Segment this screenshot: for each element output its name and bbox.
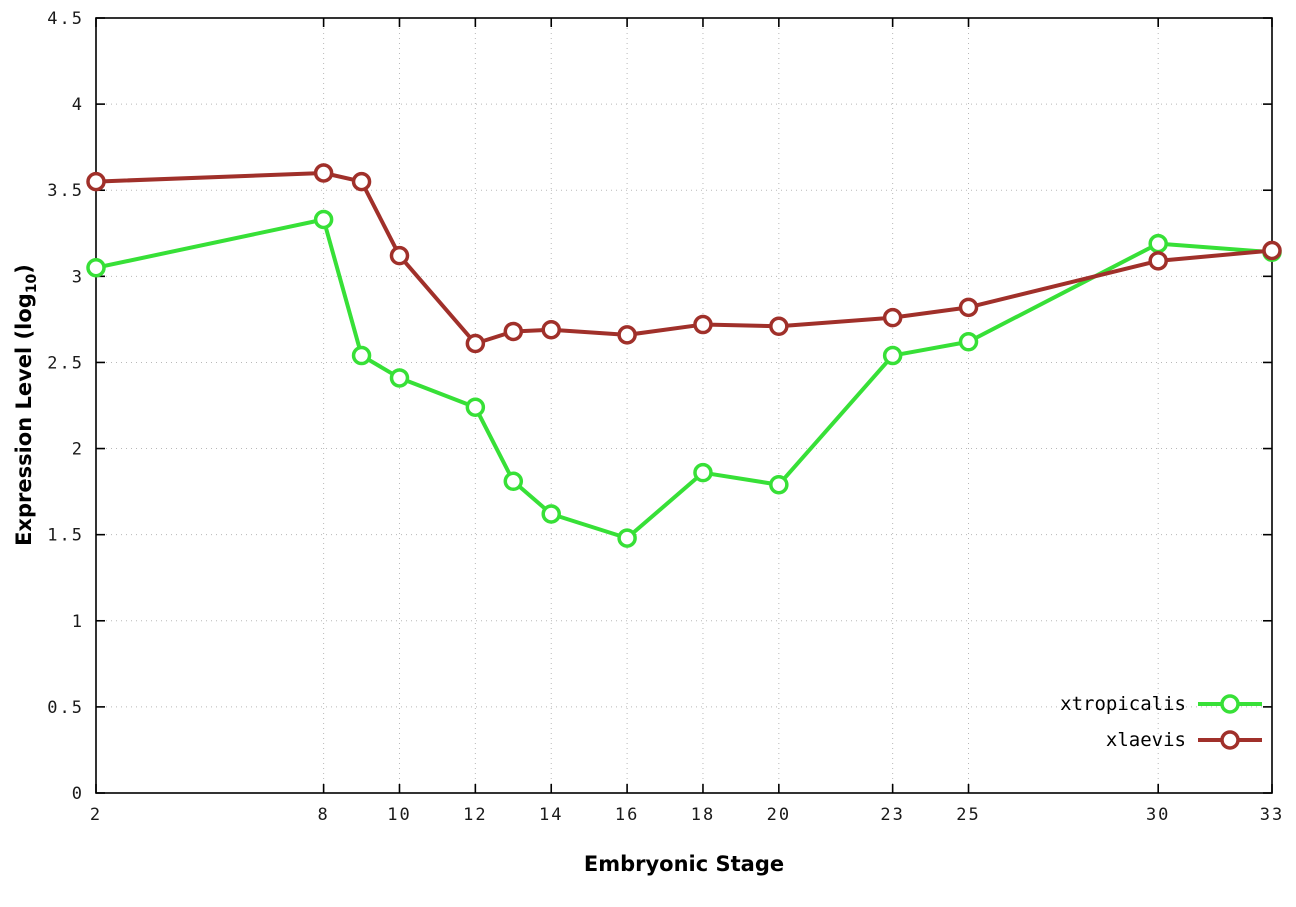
- marker-xlaevis: [769, 316, 789, 337]
- marker-xlaevis: [541, 319, 561, 340]
- marker-xtropicalis: [313, 209, 334, 230]
- marker-xlaevis: [882, 307, 903, 328]
- y-tick-label: 0: [72, 784, 84, 804]
- y-tick-label: 2: [72, 440, 84, 460]
- marker-xlaevis: [1148, 251, 1168, 271]
- marker-xtropicalis: [541, 504, 561, 524]
- y-tick-label: 1.5: [47, 526, 84, 546]
- series-line-xtropicalis: [94, 217, 1274, 541]
- x-tick-label: 2: [90, 805, 102, 825]
- y-axis-label-text: Expression Level (log: [12, 293, 36, 546]
- legend-marker-xtropicalis: [1220, 694, 1240, 714]
- legend-label-xtropicalis: xtropicalis: [1060, 693, 1186, 715]
- marker-xlaevis: [465, 333, 486, 354]
- plot-border: [95, 17, 1273, 794]
- marker-xtropicalis: [882, 345, 903, 366]
- marker-xlaevis: [1262, 240, 1282, 261]
- x-axis-label: Embryonic Stage: [583, 852, 785, 876]
- marker-xlaevis: [693, 314, 713, 335]
- y-tick-label: 0.5: [47, 698, 84, 718]
- y-tick-label: 4: [72, 95, 84, 115]
- x-tick-label: 23: [880, 805, 904, 825]
- legend-marker-xlaevis: [1220, 730, 1240, 750]
- marker-xtropicalis: [693, 462, 713, 483]
- marker-xlaevis: [389, 245, 410, 266]
- marker-xlaevis: [86, 171, 106, 192]
- x-tick-label: 8: [317, 805, 329, 825]
- marker-xtropicalis: [958, 332, 979, 352]
- marker-xtropicalis: [769, 474, 789, 495]
- y-tick-label: 4.5: [47, 9, 84, 29]
- marker-xlaevis: [313, 163, 334, 183]
- x-tick-label: 33: [1260, 805, 1284, 825]
- x-tick-label: 30: [1146, 805, 1170, 825]
- x-tick-label: 10: [387, 805, 411, 825]
- marker-xtropicalis: [617, 528, 637, 548]
- marker-xtropicalis: [1148, 233, 1168, 254]
- x-tick-label: 25: [956, 805, 980, 825]
- marker-xtropicalis: [389, 368, 410, 388]
- x-tick-label: 16: [615, 805, 639, 825]
- y-tick-label: 3.5: [47, 181, 84, 201]
- x-tick-label: 20: [767, 805, 791, 825]
- y-tick-label: 1: [72, 612, 84, 632]
- y-tick-label: 2.5: [47, 353, 84, 373]
- y-axis-label-subscript: 10: [24, 273, 41, 294]
- marker-xlaevis: [351, 171, 372, 192]
- marker-xlaevis: [958, 297, 979, 318]
- y-tick-label: 3: [72, 267, 84, 287]
- x-tick-label: 14: [539, 805, 563, 825]
- y-axis-label: Expression Level (log10): [9, 155, 41, 655]
- series-line-xlaevis: [94, 171, 1274, 346]
- marker-xlaevis: [617, 325, 637, 345]
- x-tick-label: 18: [691, 805, 715, 825]
- marker-xtropicalis: [465, 397, 486, 417]
- marker-xlaevis: [503, 321, 524, 342]
- marker-xtropicalis: [86, 257, 106, 278]
- marker-xtropicalis: [503, 471, 524, 492]
- legend-label-xlaevis: xlaevis: [1106, 729, 1186, 751]
- x-tick-label: 12: [463, 805, 487, 825]
- marker-xtropicalis: [351, 345, 372, 366]
- y-axis-label-close: ): [12, 264, 36, 274]
